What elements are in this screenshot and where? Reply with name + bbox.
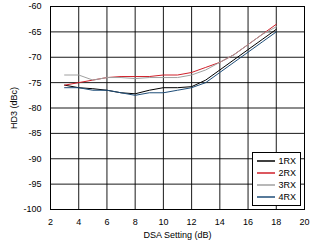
html-text:1RX: 1RX [278, 156, 296, 166]
html-text:4RX: 4RX [278, 192, 296, 202]
svg-text:18: 18 [271, 217, 281, 227]
svg-text:4: 4 [76, 217, 81, 227]
svg-text:8: 8 [133, 217, 138, 227]
svg-text:-90: -90 [28, 154, 41, 164]
svg-text:-60: -60 [28, 1, 41, 11]
svg-text:20: 20 [299, 217, 309, 227]
svg-text:-95: -95 [28, 179, 41, 189]
svg-text:12: 12 [187, 217, 197, 227]
svg-text:HD3 (dBc): HD3 (dBc) [9, 87, 19, 129]
svg-text:2: 2 [48, 217, 53, 227]
html-text:3RX: 3RX [278, 180, 296, 190]
svg-text:DSA Setting (dB): DSA Setting (dB) [143, 230, 211, 240]
svg-text:-75: -75 [28, 78, 41, 88]
svg-text:-65: -65 [28, 27, 41, 37]
svg-text:-100: -100 [23, 204, 41, 214]
svg-text:-80: -80 [28, 103, 41, 113]
svg-text:14: 14 [215, 217, 225, 227]
svg-text:6: 6 [104, 217, 109, 227]
svg-text:10: 10 [158, 217, 168, 227]
svg-text:-85: -85 [28, 128, 41, 138]
svg-text:16: 16 [243, 217, 253, 227]
html-text:2RX: 2RX [278, 168, 296, 178]
svg-text:-70: -70 [28, 52, 41, 62]
